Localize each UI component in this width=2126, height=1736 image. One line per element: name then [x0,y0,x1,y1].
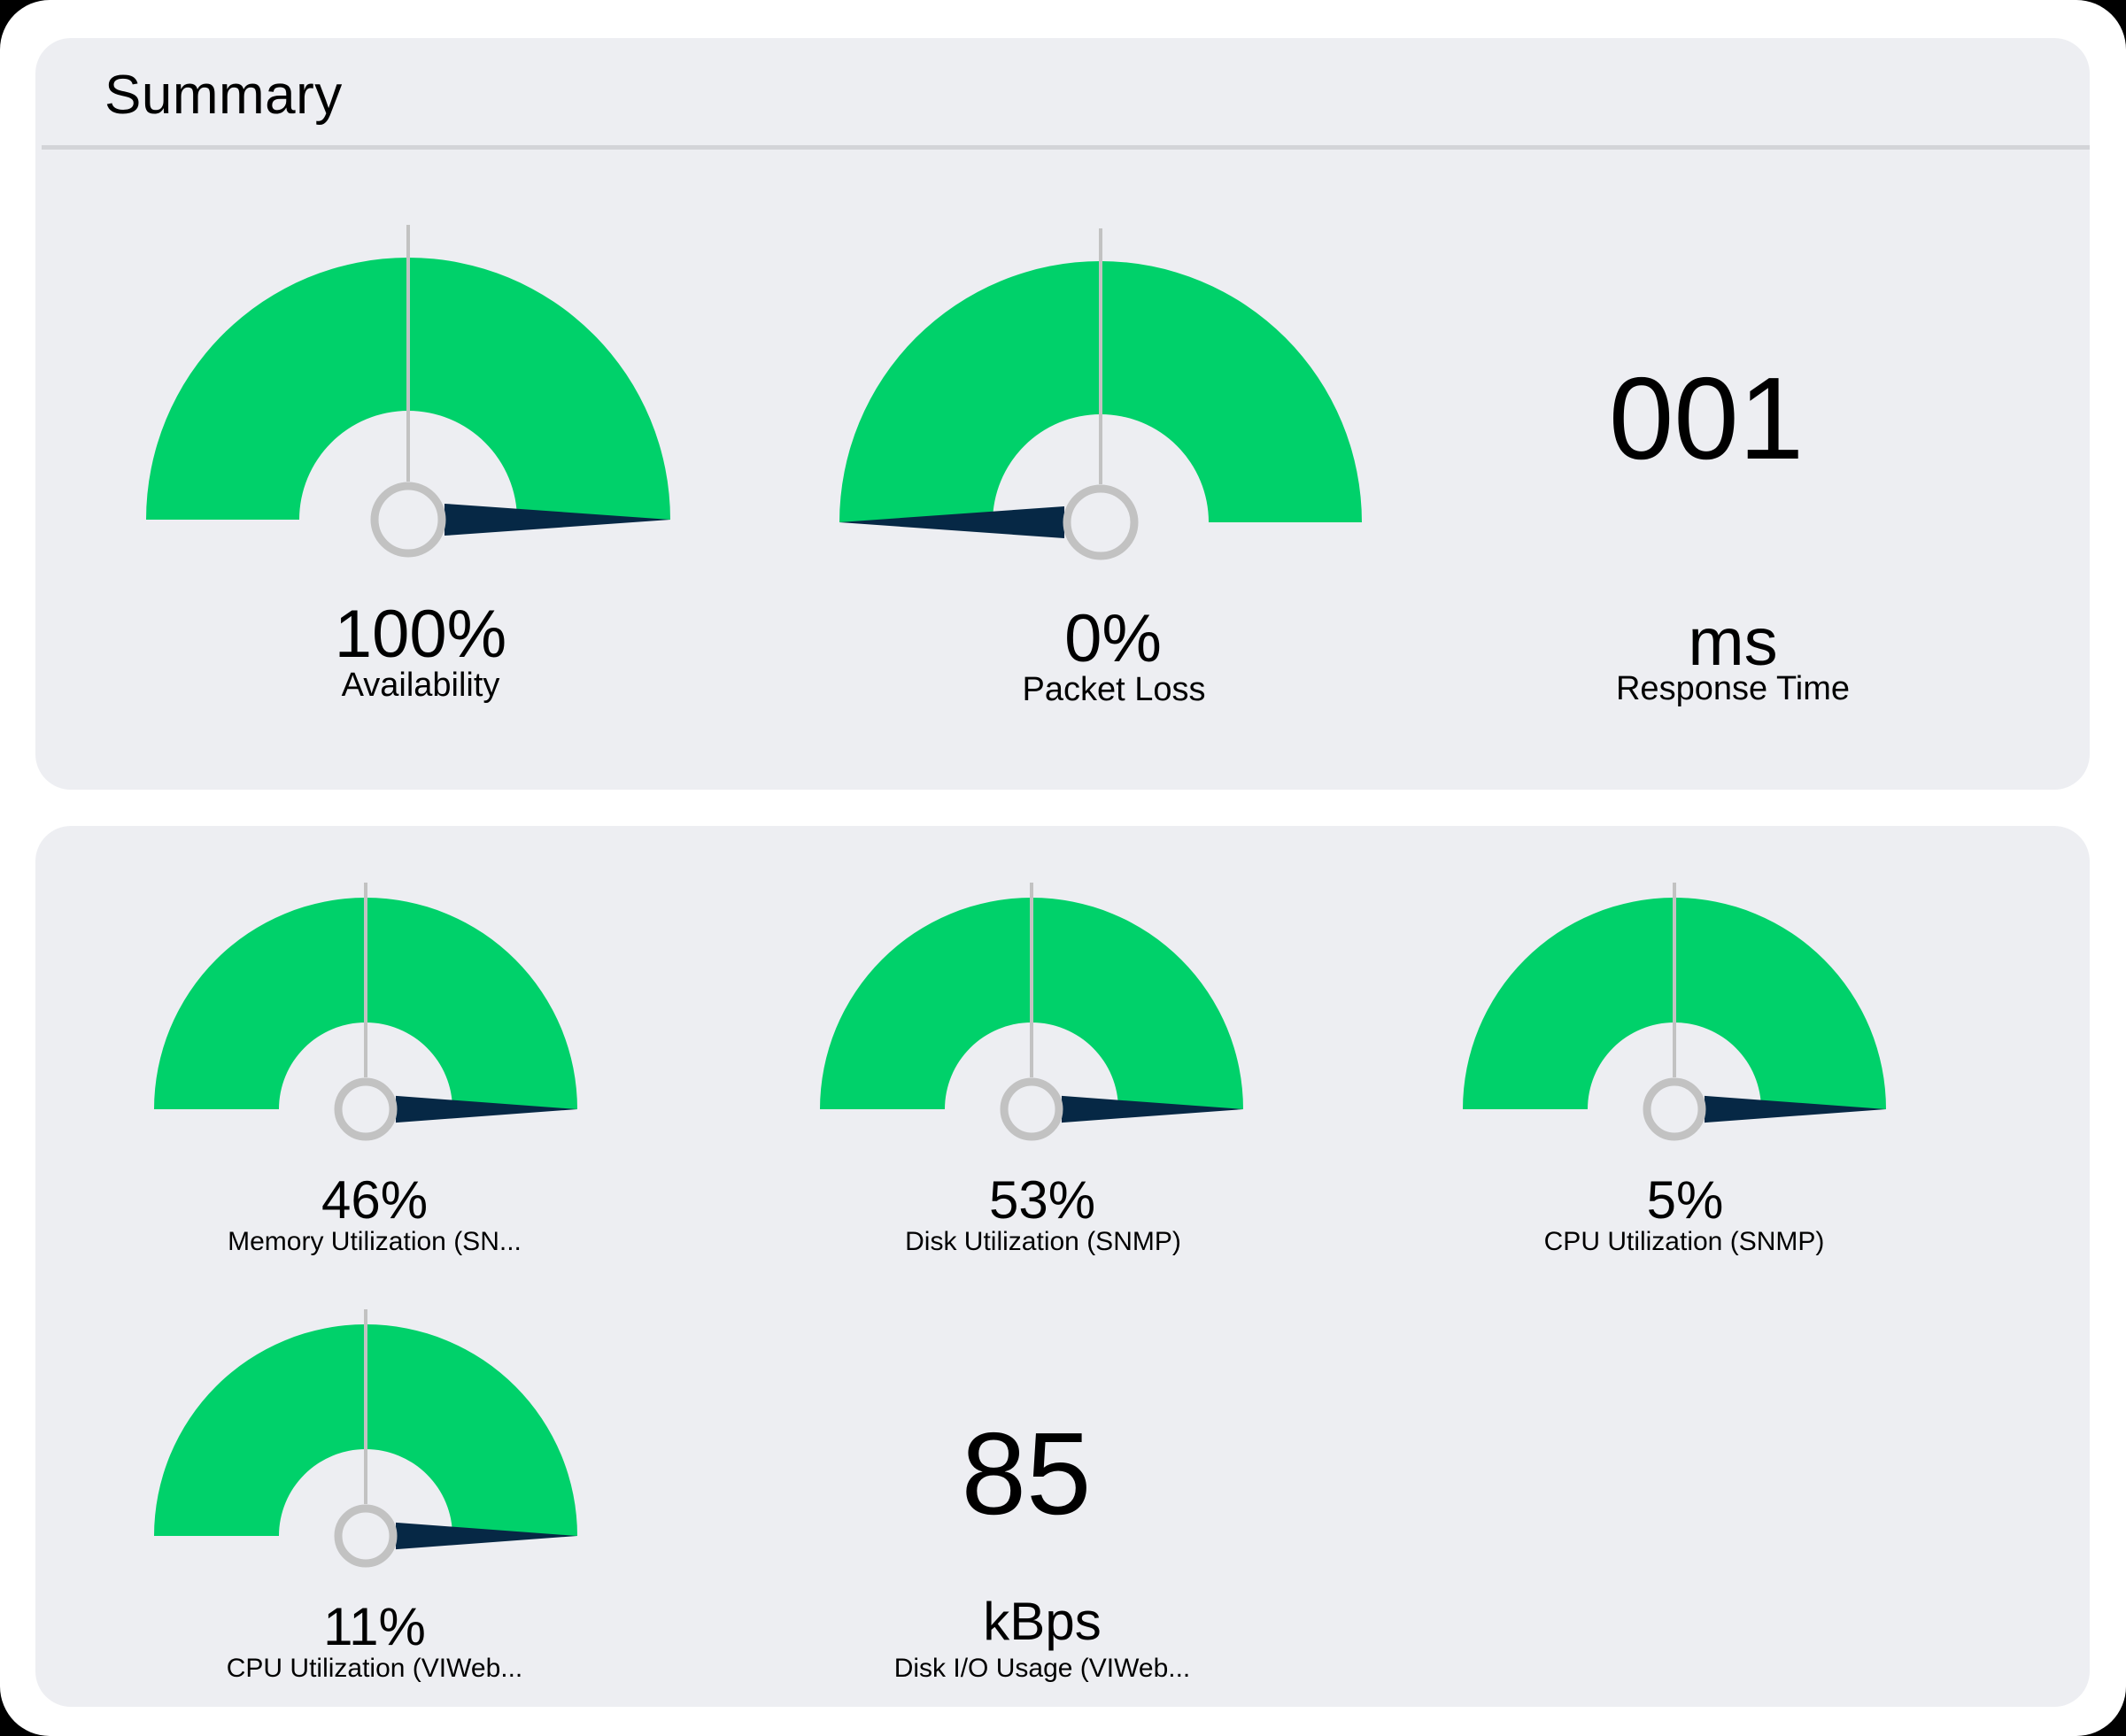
disk-utilization-gauge [820,883,1243,1141]
cpu-utilization-snmp-value: 5% [1646,1170,1724,1230]
gauge-hub [1000,1077,1063,1141]
response-time-value: 001 [1608,353,1805,483]
packet-loss-value: 0% [1064,601,1162,676]
availability-label: Availability [341,667,500,704]
memory-utilization-value: 46% [321,1170,429,1230]
disk-io-usage-value: 85 [961,1408,1092,1539]
cpu-utilization-viweb-value: 11% [323,1597,426,1656]
gauge-hub [370,482,446,558]
gauge-needle [839,505,1064,539]
gauge-needle [396,1522,577,1550]
packet-loss-label: Packet Loss [1022,671,1206,708]
memory-utilization-label: Memory Utilization (SN... [228,1227,522,1256]
gauge-hub [1643,1077,1706,1141]
packet-loss-gauge [839,228,1362,560]
cpu-utilization-viweb-gauge [154,1309,577,1568]
memory-utilization-gauge [154,883,577,1141]
disk-io-usage-unit: kBps [983,1592,1102,1651]
disk-utilization-value: 53% [988,1170,1096,1230]
summary-panel: Summary 100% Availability 0% Packet Loss… [35,38,2090,790]
disk-io-usage-label: Disk I/O Usage (VIWeb... [893,1654,1191,1683]
cpu-utilization-snmp-label: CPU Utilization (SNMP) [1543,1227,1825,1256]
gauge-needle [445,503,670,536]
title-divider [42,145,2090,150]
gauge-hub [334,1504,398,1568]
metrics-panel: 46% Memory Utilization (SN... 53% Disk U… [35,826,2090,1707]
response-time-label: Response Time [1615,670,1851,707]
cpu-utilization-viweb-label: CPU Utilization (VIWeb... [226,1654,523,1683]
gauge-needle [1705,1095,1886,1123]
cpu-utilization-snmp-gauge [1463,883,1886,1141]
disk-utilization-label: Disk Utilization (SNMP) [905,1227,1181,1256]
availability-value: 100% [334,597,507,672]
gauge-needle [1062,1095,1243,1123]
gauge-hub [334,1077,398,1141]
gauge-needle [396,1095,577,1123]
panel-title: Summary [104,65,343,126]
gauge-hub [1063,484,1139,560]
response-time-unit: ms [1688,605,1778,680]
availability-gauge [146,225,670,558]
